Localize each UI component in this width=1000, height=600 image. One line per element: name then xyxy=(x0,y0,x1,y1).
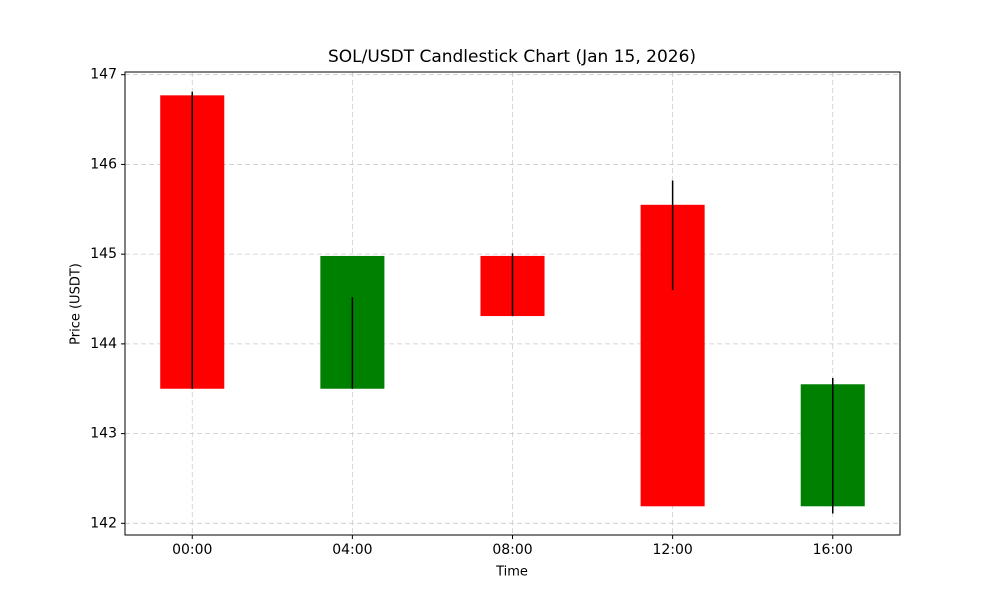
y-axis-label: Price (USDT) xyxy=(69,263,84,345)
x-tick-label: 04:00 xyxy=(332,542,372,558)
y-tick-label: 142 xyxy=(90,515,117,531)
y-tick-label: 143 xyxy=(90,426,117,442)
y-tick-label: 146 xyxy=(90,156,117,172)
y-tick-label: 147 xyxy=(90,67,117,83)
x-axis-label: Time xyxy=(495,565,528,580)
x-tick-label: 00:00 xyxy=(172,542,212,558)
x-tick-label: 12:00 xyxy=(652,542,692,558)
y-tick-label: 145 xyxy=(90,246,117,262)
y-tick-label: 144 xyxy=(90,336,117,352)
x-tick-label: 16:00 xyxy=(813,542,853,558)
x-tick-label: 08:00 xyxy=(492,542,532,558)
chart-title: SOL/USDT Candlestick Chart (Jan 15, 2026… xyxy=(328,47,696,67)
candles xyxy=(160,91,865,514)
